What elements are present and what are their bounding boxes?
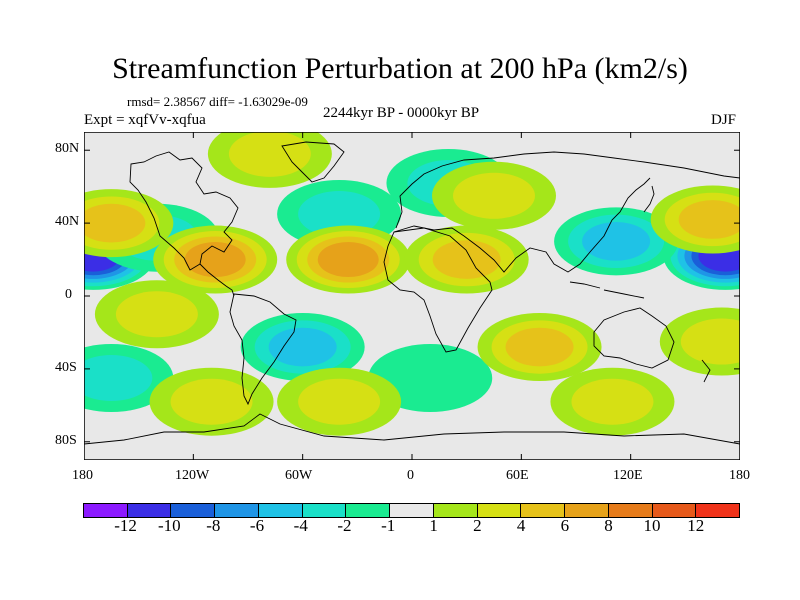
coast-greenland <box>281 141 345 183</box>
colorbar-label: 1 <box>429 516 438 535</box>
rmsd-diff-stats: rmsd= 2.38567 diff= -1.63029e-09 <box>127 94 308 109</box>
colorbar-label: 2 <box>473 516 482 535</box>
coast-south-america <box>229 293 297 406</box>
colorbar-label: -6 <box>249 516 265 535</box>
lon-label-180w: 180 <box>72 468 93 483</box>
contour-band <box>678 200 740 239</box>
colorbar-label: -2 <box>337 516 352 535</box>
colorbar-cell <box>520 503 566 518</box>
coast-central-america <box>199 263 235 297</box>
season-label: DJF <box>711 112 737 128</box>
lon-label-120w: 120W <box>175 468 210 483</box>
contour-band <box>298 191 381 237</box>
axis-ticks <box>84 132 740 460</box>
coastlines <box>84 141 740 445</box>
contour-band <box>268 327 337 367</box>
lat-label-40s: 40S <box>55 360 77 375</box>
contour-band <box>298 378 381 425</box>
coast-australia <box>593 307 675 369</box>
colorbar-label: -10 <box>157 516 181 535</box>
colorbar-label: 12 <box>687 516 705 535</box>
contour-band <box>571 378 654 425</box>
contour-band <box>680 318 740 365</box>
colorbar-label: -8 <box>206 516 221 535</box>
lon-label-60w: 60W <box>285 468 313 483</box>
map-title: Streamfunction Perturbation at 200 hPa (… <box>112 52 688 85</box>
colorbar-cell <box>564 503 609 518</box>
coast-north-america <box>129 151 239 271</box>
lat-label-80s: 80S <box>55 433 77 448</box>
coast-new-zealand <box>701 359 711 383</box>
coast-eurasia <box>393 151 740 273</box>
lat-label-0: 0 <box>65 287 72 302</box>
coast-africa <box>383 227 493 353</box>
contour-field <box>84 132 740 436</box>
period-label: 2244kyr BP - 0000kyr BP <box>323 105 480 121</box>
coast-antarctica <box>84 413 740 445</box>
lon-label-180e: 180 <box>729 468 750 483</box>
contour-band <box>228 132 311 177</box>
lon-label-0: 0 <box>407 468 414 483</box>
streamfunction-map <box>84 132 740 460</box>
colorbar-label: -1 <box>381 516 396 535</box>
colorbar-cell <box>432 503 478 518</box>
colorbar-label: 10 <box>643 516 661 535</box>
lat-label-80n: 80N <box>55 141 80 156</box>
coast-japan <box>643 185 655 213</box>
contour-band <box>582 222 651 261</box>
contour-band <box>184 242 246 278</box>
lon-label-60e: 60E <box>506 468 529 483</box>
contour-band <box>453 172 535 219</box>
coast-indonesia <box>569 281 645 299</box>
colorbar-cell <box>389 503 434 518</box>
colorbar-cell <box>476 503 522 518</box>
colorbar-label: -4 <box>293 516 308 535</box>
contour-band <box>84 203 146 243</box>
colorbar <box>83 503 741 518</box>
colorbar-label: -12 <box>114 516 137 535</box>
colorbar-label: 8 <box>604 516 613 535</box>
contour-band <box>115 291 198 338</box>
contour-band <box>505 327 574 367</box>
colorbar-cell <box>695 503 741 518</box>
colorbar-label: 4 <box>516 516 526 535</box>
contour-band <box>317 242 379 278</box>
contour-band <box>432 240 501 279</box>
lon-label-120e: 120E <box>613 468 643 483</box>
lat-label-40n: 40N <box>55 214 80 229</box>
contour-band <box>84 355 153 401</box>
colorbar-label: 6 <box>560 516 570 535</box>
experiment-label: Expt = xqfVv-xqfua <box>84 112 206 128</box>
contour-band <box>170 378 253 425</box>
